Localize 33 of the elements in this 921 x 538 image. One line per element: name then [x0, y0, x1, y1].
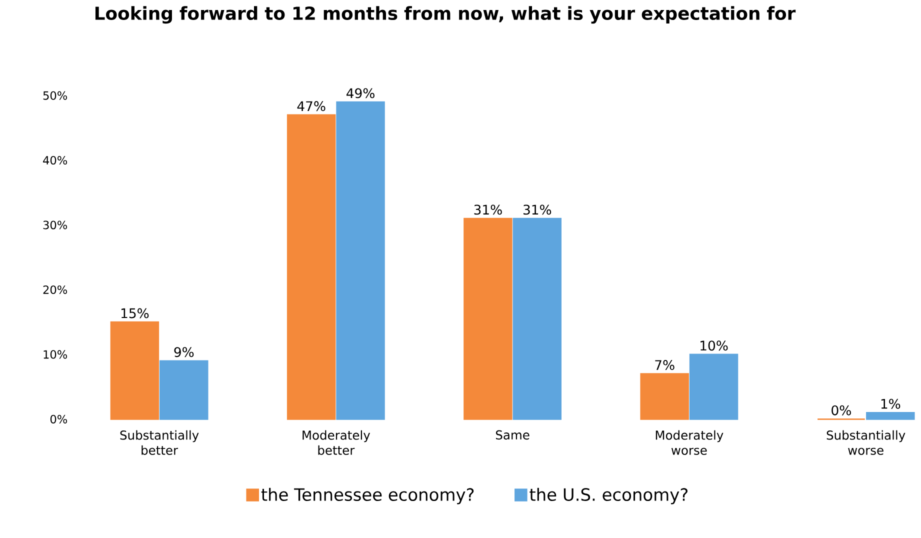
data-label: 9% — [174, 346, 194, 357]
bar — [689, 354, 738, 420]
data-label: 31% — [474, 204, 502, 214]
x-tick-label: Same — [496, 430, 530, 440]
data-label: 7% — [655, 360, 674, 370]
bar — [110, 321, 160, 420]
legend-label: the U.S. economy? — [530, 488, 688, 504]
y-tick-label: 10% — [44, 350, 68, 359]
x-tick-label: Moderately better — [302, 430, 370, 455]
x-tick-label: Moderately worse — [656, 430, 724, 455]
bar — [464, 218, 512, 420]
bar — [640, 372, 689, 420]
bar — [512, 218, 562, 420]
bar — [160, 360, 208, 420]
y-tick-label: 20% — [43, 285, 68, 294]
data-label: 49% — [346, 88, 374, 98]
bar — [286, 114, 336, 420]
y-tick-label: 50% — [43, 91, 68, 100]
data-label: 47% — [297, 100, 326, 111]
data-label: 15% — [121, 308, 149, 318]
data-label: 1% — [881, 398, 900, 409]
bar — [336, 101, 385, 420]
x-tick-label: Substantially better — [120, 430, 199, 455]
y-tick-label: 0% — [50, 414, 68, 424]
x-tick-label: Substantially worse — [826, 430, 906, 455]
data-label: 31% — [523, 204, 552, 214]
chart-title: Looking forward to 12 months from now, what is your expectation for — [95, 6, 796, 24]
y-tick-label: 30% — [43, 220, 68, 230]
legend-label: the Tennessee economy? — [261, 488, 474, 504]
bar — [866, 412, 915, 420]
y-tick-label: 40% — [43, 156, 68, 164]
data-label: 0% — [832, 405, 851, 416]
data-label: 10% — [700, 340, 728, 350]
